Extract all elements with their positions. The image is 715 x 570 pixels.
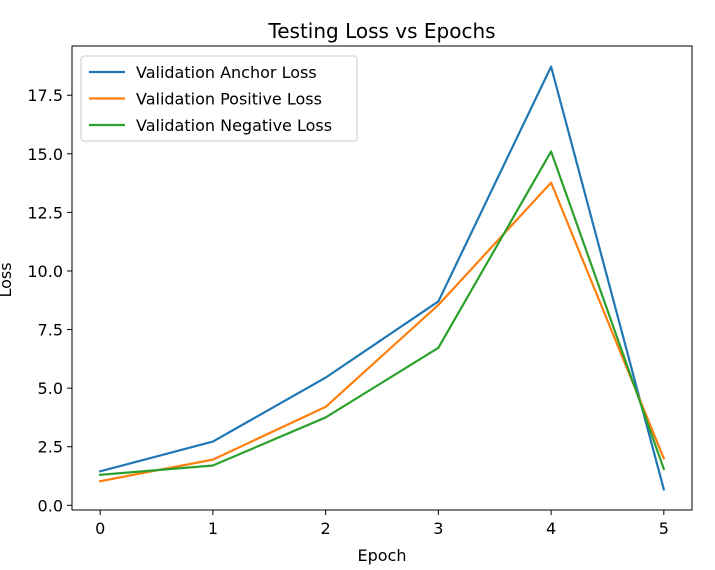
legend-box (80, 55, 358, 142)
x-tick-label: 4 (546, 519, 556, 538)
y-tick-label: 17.5 (27, 86, 63, 105)
x-tick-label: 3 (433, 519, 443, 538)
legend-label: Validation Positive Loss (136, 90, 322, 109)
legend-entry: Validation Anchor Loss (89, 63, 317, 82)
legend-label: Validation Anchor Loss (136, 63, 317, 82)
legend-entry: Validation Positive Loss (89, 90, 322, 109)
x-axis-label: Epoch (358, 546, 407, 565)
series-lines (98, 65, 666, 491)
plot-frame (71, 45, 693, 511)
chart-title: Testing Loss vs Epochs (267, 19, 495, 43)
x-tick-label: 5 (659, 519, 669, 538)
y-tick-label: 15.0 (27, 145, 63, 164)
y-tick-label: 0.0 (38, 496, 63, 515)
x-tick-label: 2 (321, 519, 331, 538)
series-line-validation-anchor-loss (98, 65, 666, 491)
y-tick-label: 7.5 (38, 321, 63, 340)
y-axis-ticks: 0.0 2.5 5.0 7.5 10.0 12.5 15.0 17.5 (27, 86, 72, 515)
y-tick-label: 10.0 (27, 262, 63, 281)
legend-entry: Validation Negative Loss (89, 116, 332, 135)
y-tick-label: 12.5 (27, 203, 63, 222)
y-tick-label: 2.5 (38, 438, 63, 457)
series-line-validation-negative-loss (98, 150, 666, 477)
y-axis-label: Loss (0, 262, 15, 297)
legend: Validation Anchor Loss Validation Positiv… (80, 55, 358, 142)
legend-label: Validation Negative Loss (136, 116, 332, 135)
x-tick-label: 0 (95, 519, 105, 538)
x-axis-ticks: 0 1 2 3 4 5 (95, 510, 669, 538)
y-tick-label: 5.0 (38, 379, 63, 398)
series-line-validation-positive-loss (98, 181, 666, 483)
x-tick-label: 1 (208, 519, 218, 538)
